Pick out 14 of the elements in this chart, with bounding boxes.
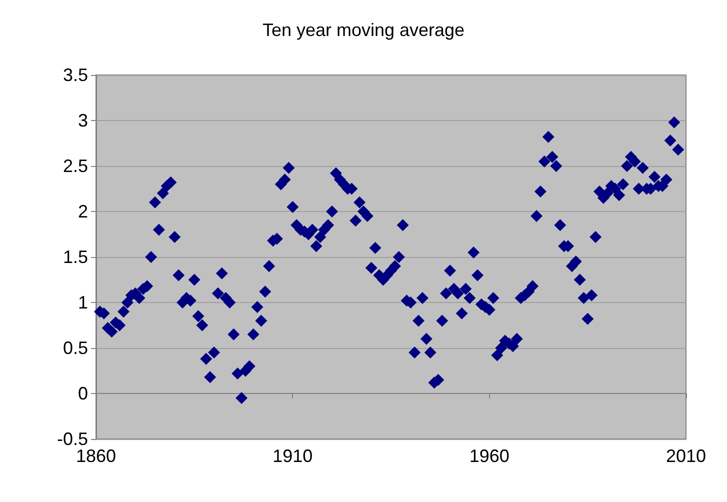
x-tick-label: 1910 (272, 446, 313, 466)
y-tick-label: 3.5 (62, 65, 88, 85)
y-tick-label: 1.5 (62, 247, 88, 267)
x-tick-label: 2010 (666, 446, 706, 466)
y-tick-label: 2.5 (62, 156, 88, 176)
chart-title: Ten year moving average (262, 20, 465, 40)
y-tick-label: 2 (78, 202, 88, 222)
y-tick-label: 0.5 (62, 338, 88, 358)
y-tick-label: 0 (78, 384, 88, 404)
x-tick-label: 1860 (76, 446, 116, 466)
y-tick-label: -0.5 (56, 429, 88, 449)
x-tick-label: 1960 (469, 446, 510, 466)
y-tick-label: 1 (78, 292, 88, 312)
y-tick-label: 3 (78, 110, 88, 130)
